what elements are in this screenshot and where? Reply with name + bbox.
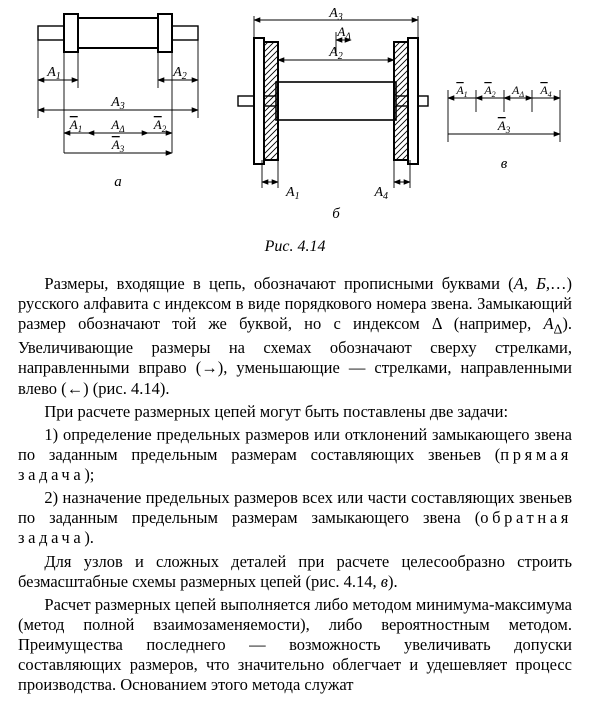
svg-text:A1: A1 — [455, 83, 467, 99]
svg-text:A3: A3 — [111, 137, 125, 154]
p5-c: ). — [388, 572, 398, 591]
figure-4-14: A1 A2 A3 A1 AΔ A2 A3 а — [18, 8, 572, 234]
para-3: 1) определение предельных размеров или о… — [18, 425, 572, 485]
figure-caption: Рис. 4.14 — [18, 238, 572, 256]
svg-text:A3: A3 — [497, 118, 511, 135]
svg-text:A2: A2 — [172, 65, 187, 82]
svg-text:A4: A4 — [373, 185, 388, 202]
sublabel-c: в — [501, 156, 508, 172]
para-2: При расчете размерных цепей могут быть п… — [18, 402, 572, 422]
para-6: Расчет размерных цепей выполняется либо … — [18, 595, 572, 696]
variant-c: A1 A2 AΔ A4 A3 в — [448, 83, 560, 172]
svg-text:A2: A2 — [153, 117, 167, 134]
p1-b: А, Б, — [514, 274, 550, 293]
svg-text:A2: A2 — [483, 83, 495, 99]
sublabel-b: б — [332, 206, 340, 222]
svg-text:A4: A4 — [539, 83, 551, 99]
sublabel-a: а — [114, 174, 122, 190]
svg-text:A1: A1 — [46, 65, 61, 82]
svg-text:A1: A1 — [285, 185, 300, 202]
svg-text:A1: A1 — [69, 117, 82, 134]
variant-a: A1 A2 A3 A1 AΔ A2 A3 а — [38, 14, 198, 190]
para-1: Размеры, входящие в цепь, обозначают про… — [18, 274, 572, 399]
p1-a: Размеры, входящие в цепь, обозначают про… — [44, 274, 513, 293]
svg-text:AΔ: AΔ — [336, 24, 350, 41]
p3-c: ); — [84, 465, 94, 484]
svg-text:A3: A3 — [328, 8, 343, 23]
variant-b: A3 AΔ A2 A1 A4 б — [238, 8, 428, 222]
p3-a: 1) определение предельных размеров или о… — [18, 425, 572, 464]
p4-c: ). — [84, 528, 94, 547]
p5-a: Для узлов и сложных деталей при расчете … — [18, 552, 572, 591]
svg-text:A3: A3 — [110, 95, 125, 112]
svg-text:AΔ: AΔ — [110, 117, 124, 134]
p5-b: в — [381, 572, 388, 591]
svg-text:A2: A2 — [328, 45, 343, 62]
para-5: Для узлов и сложных деталей при расчете … — [18, 552, 572, 592]
svg-text:AΔ: AΔ — [511, 83, 524, 99]
p1-d: А — [543, 314, 553, 333]
para-4: 2) назначение предельных размеров всех и… — [18, 488, 572, 548]
